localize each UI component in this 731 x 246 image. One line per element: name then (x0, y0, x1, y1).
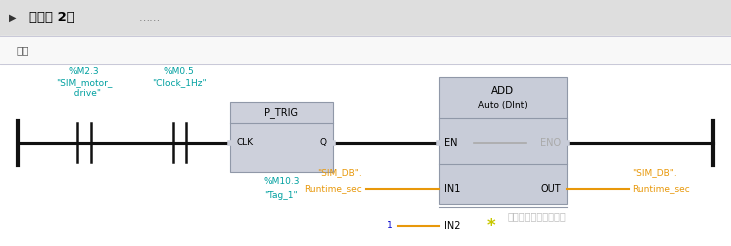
Text: ……: …… (139, 13, 161, 23)
Text: "SIM_DB".: "SIM_DB". (317, 168, 362, 177)
Text: Runtime_sec: Runtime_sec (632, 184, 690, 193)
Text: "Clock_1Hz": "Clock_1Hz" (152, 78, 206, 87)
Text: OUT: OUT (540, 184, 561, 194)
Text: %M2.3: %M2.3 (69, 67, 99, 76)
Text: P_TRIG: P_TRIG (265, 107, 298, 118)
Text: ▶: ▶ (9, 13, 16, 23)
Text: 1: 1 (387, 221, 393, 230)
Bar (439, 77, 567, 204)
Bar (0, 0, 731, 36)
Text: IN2: IN2 (444, 221, 461, 231)
Text: *: * (487, 217, 496, 235)
Text: drive": drive" (67, 89, 101, 98)
Text: Auto (DInt): Auto (DInt) (477, 101, 528, 110)
Text: "SIM_motor_: "SIM_motor_ (56, 78, 113, 87)
Text: Q: Q (319, 138, 327, 147)
Text: 机电工控人生交流平台: 机电工控人生交流平台 (508, 212, 567, 221)
Bar (0, 64, 731, 246)
Text: %M0.5: %M0.5 (164, 67, 194, 76)
Text: 程序段 2：: 程序段 2： (29, 11, 75, 24)
Text: "SIM_DB".: "SIM_DB". (632, 168, 677, 177)
Bar (230, 102, 333, 172)
Text: 注释: 注释 (16, 45, 29, 55)
Text: EN: EN (444, 138, 458, 148)
Text: Runtime_sec: Runtime_sec (304, 184, 362, 193)
Text: IN1: IN1 (444, 184, 461, 194)
Text: "Tag_1": "Tag_1" (265, 191, 298, 200)
Text: %M10.3: %M10.3 (263, 177, 300, 186)
Text: ENO: ENO (539, 138, 561, 148)
Text: ADD: ADD (491, 86, 514, 96)
Text: CLK: CLK (236, 138, 253, 147)
Bar (0, 36, 731, 64)
